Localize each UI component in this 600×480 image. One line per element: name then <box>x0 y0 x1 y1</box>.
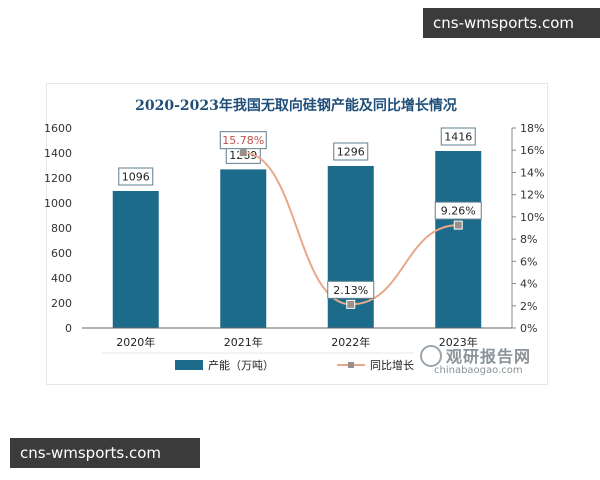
left-axis-tick-label: 800 <box>51 222 72 235</box>
logo-swirl-icon <box>420 345 442 367</box>
chart-title: 2020-2023年我国无取向硅钢产能及同比增长情况 <box>135 98 457 114</box>
logo-sub-text: chinabaogao.com <box>434 365 523 376</box>
bar-value-label-box <box>440 127 476 146</box>
left-axis-tick-label: 1000 <box>44 197 72 210</box>
right-axis-tick-label: 14% <box>520 166 544 179</box>
growth-point <box>346 299 356 309</box>
logo-main-text: 观研报告网 <box>446 347 532 366</box>
bar-value-label: 1296 <box>337 146 365 159</box>
bar-2 <box>220 169 267 328</box>
right-axis-tick-label: 12% <box>520 189 544 202</box>
bar-value-label-box <box>118 167 154 186</box>
right-axis-tick-label: 0% <box>520 322 537 335</box>
growth-point <box>453 220 463 230</box>
left-axis-tick-label: 1400 <box>44 147 72 160</box>
x-axis-tick-label: 2021年 <box>224 335 263 349</box>
left-axis-tick-label: 1600 <box>44 122 72 135</box>
growth-line <box>243 151 459 306</box>
left-axis-tick-label: 0 <box>65 322 72 335</box>
legend-line-marker <box>348 362 354 368</box>
right-axis-tick-label: 4% <box>520 278 537 291</box>
growth-point <box>238 148 248 158</box>
left-axis-tick-label: 1200 <box>44 172 72 185</box>
bar-value-label: 1096 <box>122 171 150 184</box>
legend-line-label: 同比增长 <box>370 358 414 372</box>
bar-value-label: 1416 <box>444 131 472 144</box>
left-axis-tick-label: 200 <box>51 297 72 310</box>
growth-label-box <box>219 131 267 150</box>
growth-label-box <box>434 201 482 220</box>
right-axis-tick-label: 18% <box>520 122 544 135</box>
x-axis-tick-label: 2020年 <box>116 335 155 349</box>
watermark-bottom: cns-wmsports.com <box>10 438 200 468</box>
bar-1 <box>112 191 159 328</box>
x-axis-tick-label: 2022年 <box>331 335 370 349</box>
right-axis-tick-label: 6% <box>520 255 537 268</box>
left-axis-tick-label: 600 <box>51 247 72 260</box>
growth-label: 2.13% <box>333 284 368 297</box>
growth-label-box <box>327 280 375 299</box>
x-axis-tick-label: 2023年 <box>439 335 478 349</box>
watermark-top: cns-wmsports.com <box>423 8 600 38</box>
growth-label: 15.78% <box>222 134 264 147</box>
legend-bar-swatch <box>175 360 203 370</box>
right-axis-tick-label: 8% <box>520 233 537 246</box>
growth-label: 9.26% <box>441 205 476 218</box>
right-axis-tick-label: 2% <box>520 300 537 313</box>
bar-value-label-box <box>333 142 369 161</box>
legend-bar-label: 产能（万吨） <box>208 358 274 372</box>
bar-4 <box>435 151 482 328</box>
right-axis-tick-label: 16% <box>520 144 544 157</box>
left-axis-tick-label: 400 <box>51 272 72 285</box>
site-logo: 观研报告网 chinabaogao.com <box>420 343 540 383</box>
right-axis-tick-label: 10% <box>520 211 544 224</box>
